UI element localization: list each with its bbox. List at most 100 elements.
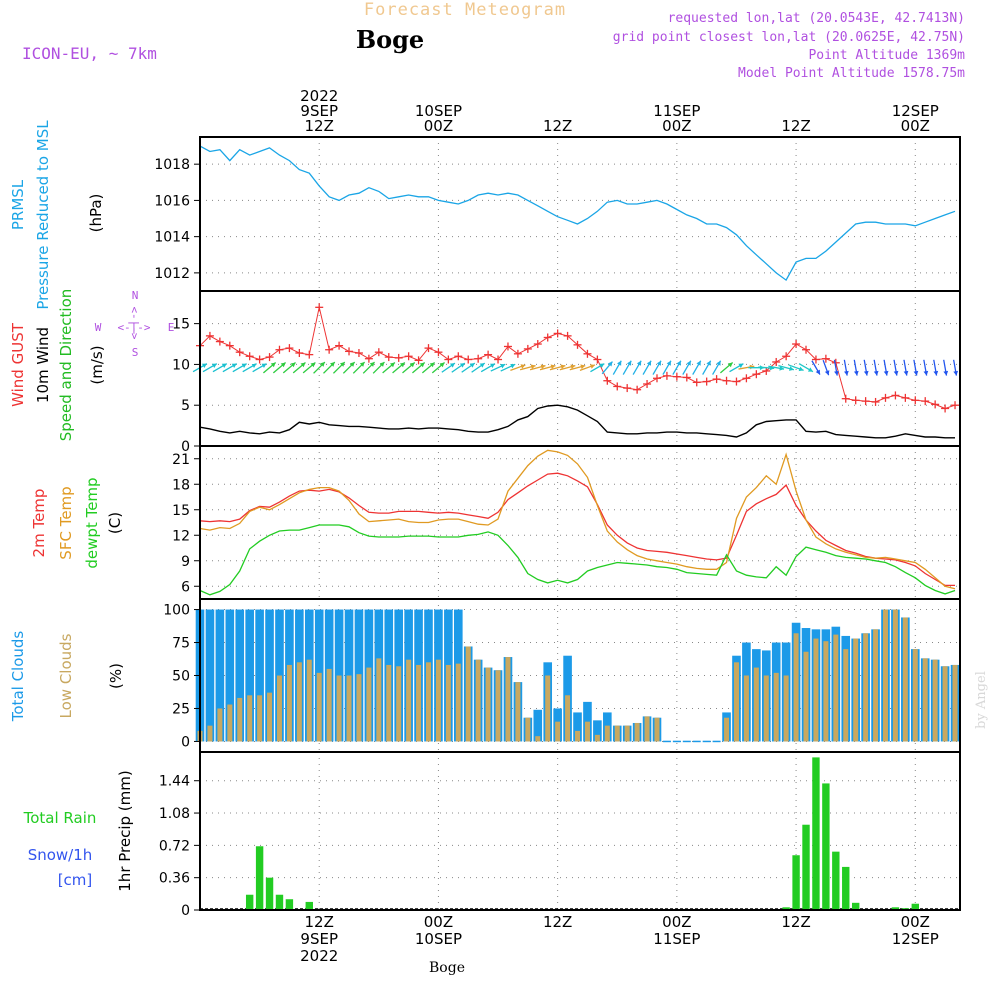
wind-direction-arrowhead [599, 363, 605, 368]
y-tick-label: 10 [172, 357, 190, 373]
wind-direction-arrowhead [636, 360, 642, 366]
top-time-label: 00Z [901, 117, 930, 135]
low-clouds-bar [843, 649, 849, 742]
low-clouds-bar [604, 725, 610, 742]
p1-label-2: (hPa) [87, 194, 105, 233]
compass-south: S [132, 346, 139, 359]
top-time-label: 12Z [305, 117, 334, 135]
wind-direction-arrowhead [706, 360, 711, 366]
low-clouds-bar [813, 638, 819, 742]
p2-label-0: Wind GUST [9, 322, 27, 407]
rain-bar [812, 757, 820, 910]
wind-direction-arrowhead [779, 365, 785, 371]
wind-direction-arrowhead [409, 362, 415, 368]
y-tick-label: 1016 [154, 193, 190, 209]
bottom-time-label: 00Z [424, 913, 453, 931]
wind-direction-arrowhead [510, 363, 516, 369]
low-clouds-bar [326, 668, 332, 742]
wind-direction-arrowhead [310, 362, 316, 368]
y-tick-label: 1012 [154, 266, 190, 282]
low-clouds-bar [952, 664, 958, 742]
low-clouds-bar [445, 664, 451, 742]
p1-label-0: PRMSL [9, 179, 27, 230]
bottom-time-label: 12Z [305, 913, 334, 931]
y-tick-label: 1.44 [159, 774, 190, 790]
wind-direction-arrowhead [389, 362, 395, 368]
y-tick-label: 0.36 [159, 871, 190, 887]
rain-bar [832, 851, 840, 910]
wind-direction-arrowhead [807, 367, 813, 372]
low-clouds-bar [793, 633, 799, 742]
low-clouds-bar [724, 717, 730, 742]
low-clouds-bar [406, 659, 412, 742]
wind-direction-arrowhead [320, 362, 325, 367]
low-clouds-bar [803, 651, 809, 742]
wind-direction-arrowhead [500, 363, 506, 369]
bottom-time-label: 2022 [300, 947, 338, 965]
total-clouds-bar [205, 609, 215, 742]
dewpt-temp-line [199, 524, 956, 596]
low-clouds-bar [545, 675, 551, 742]
wind-direction-arrowhead [626, 360, 632, 366]
location-title: Boge [356, 25, 424, 54]
low-clouds-bar [207, 725, 213, 742]
wind-direction-arrowhead [933, 370, 939, 376]
rain-bar [822, 783, 830, 910]
watermark: by Angel [974, 671, 989, 729]
low-clouds-bar [833, 634, 839, 742]
low-clouds-bar [594, 734, 600, 742]
y-tick-label: 18 [172, 477, 190, 493]
low-clouds-bar [505, 657, 511, 742]
y-tick-label: 1.08 [159, 806, 190, 822]
y-tick-label: 25 [172, 701, 190, 717]
low-clouds-bar [753, 667, 759, 742]
top-time-label: 00Z [424, 117, 453, 135]
rain-bar [245, 894, 254, 910]
wind-direction-arrowhead [789, 366, 794, 371]
p3-label-1: SFC Temp [57, 486, 75, 559]
wind-direction-arrowhead [656, 360, 661, 366]
low-clouds-bar [823, 641, 829, 742]
wind-speed-line [199, 404, 955, 439]
top-time-label: 12Z [781, 117, 810, 135]
wind-direction-arrowhead [844, 370, 849, 376]
low-clouds-bar [624, 725, 630, 742]
p3-label-2: dewpt Temp [83, 477, 101, 568]
footer-location: Boge [429, 960, 465, 976]
low-clouds-bar [396, 666, 402, 742]
wind-direction-arrowhead [231, 363, 237, 368]
y-tick-label: 12 [172, 528, 190, 544]
bottom-time-label: 12Z [781, 913, 810, 931]
wind-direction-arrowhead [520, 364, 526, 369]
low-clouds-bar [654, 717, 660, 742]
total-clouds-bar [215, 609, 225, 742]
low-clouds-bar [247, 695, 253, 742]
y-tick-label: 15 [172, 317, 190, 333]
wind-direction-arrowhead [953, 370, 959, 376]
compass-rose: N <-|-> S W <-|-> E [95, 289, 175, 359]
wind-direction-arrowhead [616, 360, 622, 366]
low-clouds-bar [267, 692, 273, 742]
total-clouds-bar [235, 609, 245, 742]
y-tick-label: 9 [181, 554, 190, 570]
wind-direction-arrowhead [666, 360, 671, 366]
low-clouds-bar [356, 674, 362, 742]
rain-bar [891, 907, 900, 910]
rain-bar [275, 894, 284, 910]
meteogram-title: Forecast Meteogram [364, 0, 566, 20]
low-clouds-bar [873, 629, 879, 742]
wind-direction-arrowhead [686, 360, 691, 366]
y-tick-label: 21 [172, 452, 190, 468]
low-clouds-bar [425, 662, 431, 742]
temp-2m-line [199, 472, 955, 587]
wind-direction-arrowhead [479, 363, 485, 368]
p5-label-1: Snow/1h [28, 846, 93, 864]
y-tick-label: 50 [172, 669, 190, 685]
low-clouds-bar [882, 609, 888, 742]
y-tick-label: 0.72 [159, 838, 190, 854]
rain-bar [255, 846, 264, 910]
low-clouds-bar [465, 646, 471, 742]
low-clouds-bar [942, 666, 948, 742]
top-time-label: 9SEP [300, 102, 338, 120]
low-clouds-bar [306, 659, 312, 742]
